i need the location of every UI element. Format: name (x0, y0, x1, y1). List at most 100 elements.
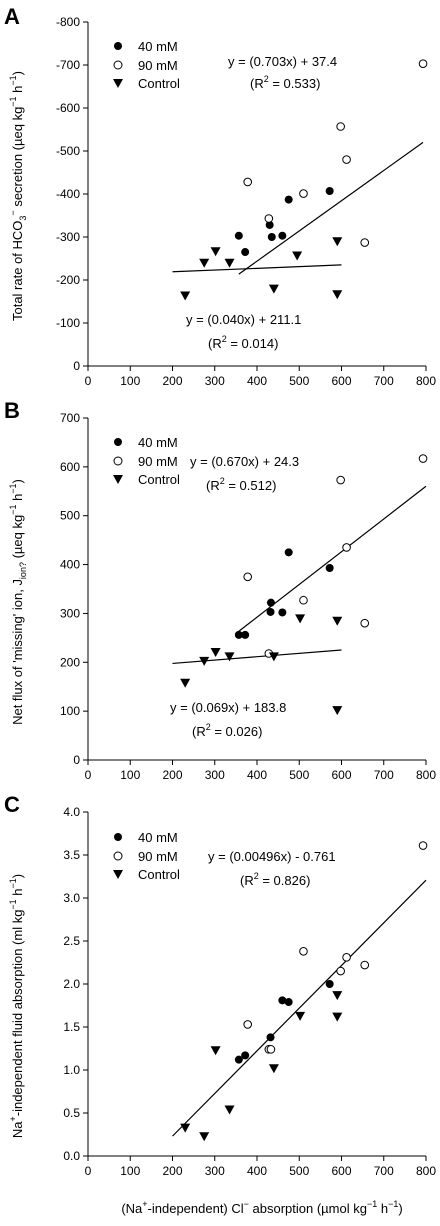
panel-c-y-tick-label: 0.5 (63, 1106, 80, 1120)
panel-c-y-tick-label: 2.0 (63, 977, 80, 991)
panel-c-y-tick-label: 0.0 (63, 1149, 80, 1163)
panel-c-point-40mm (234, 1055, 243, 1064)
panel-c-point-90mm (243, 1020, 253, 1029)
panel-c-x-tick-label: 700 (374, 1164, 394, 1178)
panel-b-point-40mm (234, 630, 243, 639)
panel-c-y-tick-label: 1.0 (63, 1063, 80, 1077)
panel-b-point-control (332, 706, 343, 716)
panel-c-x-tick-label: 400 (247, 1164, 267, 1178)
panel-c-letter: C (4, 792, 20, 817)
legend-90mm-marker (113, 60, 123, 70)
panel-c-point-90mm (299, 947, 308, 956)
panel-b-y-axis-label: Net flux of 'missing' ion, Jion? (µeq kg… (8, 479, 28, 725)
panel-a-point-40mm (325, 186, 334, 195)
panel-a-x-tick-label: 600 (331, 374, 351, 388)
panel-b-point-40mm (325, 563, 334, 572)
panel-a-point-90mm (418, 59, 428, 69)
panel-a-x-tick-label: 400 (247, 374, 267, 388)
panel-c: C Na+-independent fluid absorption (ml k… (4, 792, 336, 1138)
panel-b-fit-1-equation: y = (0.670x) + 24.3 (190, 454, 299, 469)
panel-a-point-90mm (336, 122, 345, 131)
panel-b-point-control (199, 656, 210, 666)
panel-b-x-tick-label: 700 (374, 768, 394, 782)
panel-a-fit-1-r2: (R2 = 0.533) (250, 74, 320, 91)
panel-a-fit-2-equation: y = (0.040x) + 211.1 (186, 312, 301, 327)
panel-b-letter: B (4, 398, 20, 423)
panel-c-x-tick-label: 300 (205, 1164, 225, 1178)
panel-a-letter: A (4, 4, 20, 29)
panel-b-fit-1-r2: (R2 = 0.512) (206, 476, 276, 493)
panel-a-y-tick-label: -400 (56, 187, 80, 201)
panel-c-point-90mm (360, 960, 370, 970)
panel-b-fit-2-r2: (R2 = 0.026) (192, 722, 262, 739)
panel-a-regression-line-2 (172, 264, 342, 273)
panel-b-y-tick-label: 600 (60, 460, 80, 474)
panel-a: A Total rate of HCO3− secretion (µeq kg−… (4, 4, 337, 351)
panel-b-legend: 40 mM 90 mM Control (113, 435, 180, 487)
panel-c-point-control (224, 1105, 235, 1115)
panel-a-point-control (199, 258, 210, 268)
legend-control-marker (113, 870, 123, 879)
legend-40mm-marker (114, 42, 122, 50)
legend-40mm-label: 40 mM (138, 830, 178, 845)
panel-c-regression-line-1 (172, 879, 427, 1137)
panel-c-point-40mm (278, 996, 287, 1005)
panel-b-fit-2-equation: y = (0.069x) + 183.8 (170, 700, 286, 715)
panel-a-y-tick-label: -800 (56, 15, 80, 29)
panel-c-fit-1-equation: y = (0.00496x) - 0.761 (208, 849, 336, 864)
panel-b-point-40mm (266, 598, 275, 607)
panel-c-point-control (295, 1011, 306, 1021)
legend-90mm-marker (113, 456, 123, 466)
panel-a-y-tick-label: -500 (56, 144, 80, 158)
panel-b-x-tick-label: 600 (331, 768, 351, 782)
panel-a-legend: 40 mM 90 mM Control (113, 39, 180, 91)
panel-a-x-tick-label: 300 (205, 374, 225, 388)
panel-c-point-control (199, 1132, 210, 1142)
panel-a-point-control (292, 251, 303, 261)
panel-a-y-tick-label: -600 (56, 101, 80, 115)
panel-b-x-tick-label: 400 (247, 768, 267, 782)
panel-b-plot: 0 100 200 300 400 500 600 700 800 0 100 200 300 400 50… (60, 411, 436, 782)
panel-b-y-tick-label: 200 (60, 655, 80, 669)
panel-a-x-tick-label: 500 (289, 374, 309, 388)
legend-90mm-label: 90 mM (138, 454, 178, 469)
panel-a-point-control (268, 284, 279, 294)
panel-b-point-90mm (360, 618, 370, 628)
legend-90mm-label: 90 mM (138, 849, 178, 864)
panel-a-point-control (224, 258, 235, 268)
panel-c-plot: 0 100 200 300 400 500 600 700 800 0.0 0.5 1.0 1.5 2.0… (63, 805, 436, 1178)
panel-a-point-90mm (342, 155, 351, 164)
legend-90mm-marker (113, 851, 123, 861)
panel-b-point-90mm (336, 475, 345, 485)
panel-b-point-90mm (299, 595, 308, 605)
panel-a-y-tick-label: 0 (73, 359, 80, 373)
panel-c-point-40mm (241, 1051, 250, 1060)
panel-c-y-tick-label: 3.5 (63, 848, 80, 862)
panel-b-point-control (268, 652, 279, 662)
panel-a-plot: 0 100 200 300 400 500 600 700 800 0 -100 -200 -300 -4… (56, 15, 436, 388)
panel-c-x-tick-label: 600 (331, 1164, 351, 1178)
panel-b-point-90mm (243, 572, 253, 582)
panel-a-point-40mm (234, 231, 243, 240)
panel-c-x-tick-label: 200 (162, 1164, 182, 1178)
panel-c-point-90mm (418, 841, 428, 850)
panel-b-regression-line-2 (172, 649, 342, 665)
panel-a-y-tick-label: -200 (56, 273, 80, 287)
panel-a-x-tick-label: 200 (162, 374, 182, 388)
panel-a-point-control (180, 291, 191, 301)
panel-b: B Net flux of 'missing' ion, Jion? (µeq … (4, 398, 299, 739)
panel-b-point-40mm (278, 608, 287, 617)
panel-b-x-tick-label: 0 (85, 768, 92, 782)
panel-a-point-control (210, 247, 221, 257)
panel-a-regression-line-1 (238, 141, 424, 275)
panel-b-point-40mm (284, 548, 293, 557)
legend-control-marker (113, 475, 123, 484)
panel-b-point-control (295, 614, 306, 624)
panel-b-fit-annotation-2: y = (0.069x) + 183.8 (R2 = 0.026) (170, 700, 286, 739)
panel-a-y-tick-label: -700 (56, 58, 80, 72)
panel-b-x-tick-label: 100 (120, 768, 140, 782)
x-axis-label: (Na+-independent) Cl− absorption (µmol k… (121, 1199, 402, 1216)
panel-a-x-tick-label: 0 (85, 374, 92, 388)
legend-control-label: Control (138, 76, 180, 91)
